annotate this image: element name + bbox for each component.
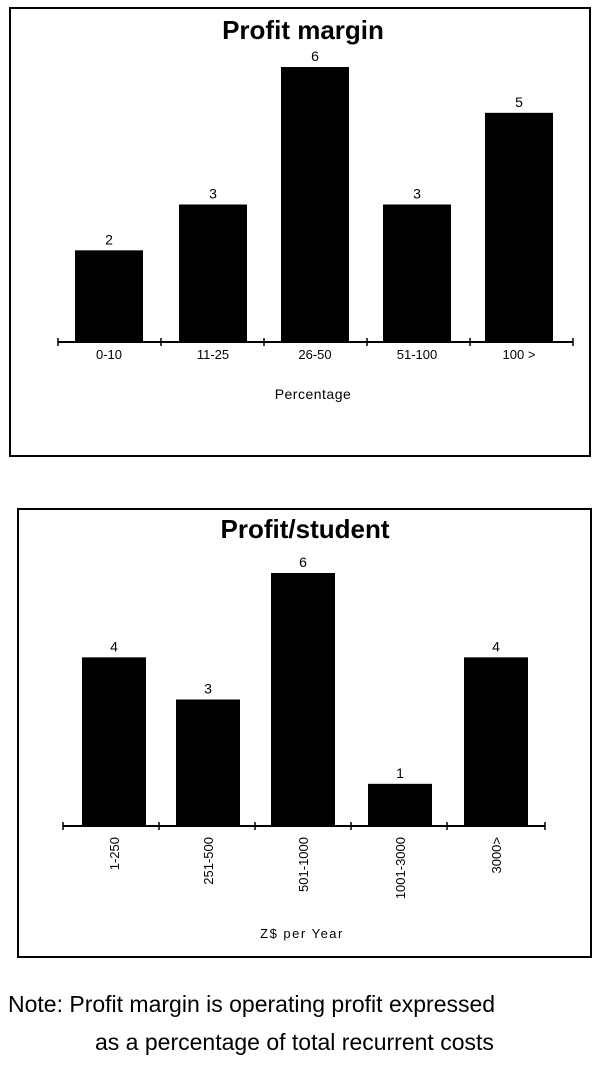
data-label: 3	[204, 681, 212, 697]
tick-label: 51-100	[397, 347, 437, 362]
profit-per-student-chart: Profit/student 4 3 6 1 4 1-250 251-500 501-1000 1…	[62, 514, 546, 941]
tick-label: 501-1000	[296, 837, 311, 892]
data-label: 4	[110, 638, 118, 654]
data-label: 2	[105, 231, 113, 247]
tick-label: 3000>	[489, 837, 504, 874]
bar-100 >	[485, 112, 553, 342]
data-label: 3	[413, 186, 421, 202]
bar-251-500	[176, 699, 240, 826]
bar-3000>	[464, 657, 528, 826]
tick-label: 11-25	[197, 347, 229, 362]
tick-label: 0-10	[96, 347, 122, 362]
x-axis-label: Z$ per Year	[260, 926, 344, 941]
bar-501-1000	[271, 573, 335, 826]
tick-label: 26-50	[298, 347, 331, 362]
bar-0-10	[75, 250, 143, 342]
data-label: 5	[515, 94, 523, 110]
profit-margin-chart: Profit margin 2 3 6 3 5 0-10 11-25 26-50 51-100 10…	[57, 15, 574, 402]
tick-label: 251-500	[201, 837, 216, 885]
profit-margin-chart-panel: Profit margin 2 3 6 3 5 0-10 11-25 26-50 51-100 10…	[9, 7, 591, 457]
data-label: 1	[396, 765, 404, 781]
bar-1001-3000	[368, 783, 432, 826]
data-label: 6	[311, 48, 319, 64]
tick-label: 100 >	[503, 347, 536, 362]
bar-51-100	[383, 204, 451, 342]
chart-title: Profit/student	[221, 514, 390, 544]
x-axis-label: Percentage	[275, 386, 352, 402]
tick-label: 1001-3000	[393, 837, 408, 899]
data-label: 4	[492, 638, 500, 654]
note-line-2: as a percentage of total recurrent costs	[95, 1029, 494, 1055]
data-label: 6	[299, 554, 307, 570]
bar-11-25	[179, 204, 247, 342]
profit-per-student-chart-panel: Profit/student 4 3 6 1 4 1-250 251-500 501-1000 1…	[17, 508, 592, 958]
chart-title: Profit margin	[222, 15, 384, 45]
note-line-1: Note: Profit margin is operating profit …	[8, 991, 496, 1017]
tick-label: 1-250	[107, 837, 122, 870]
data-label: 3	[209, 186, 217, 202]
bar-1-250	[82, 657, 146, 826]
bar-26-50	[281, 67, 349, 342]
